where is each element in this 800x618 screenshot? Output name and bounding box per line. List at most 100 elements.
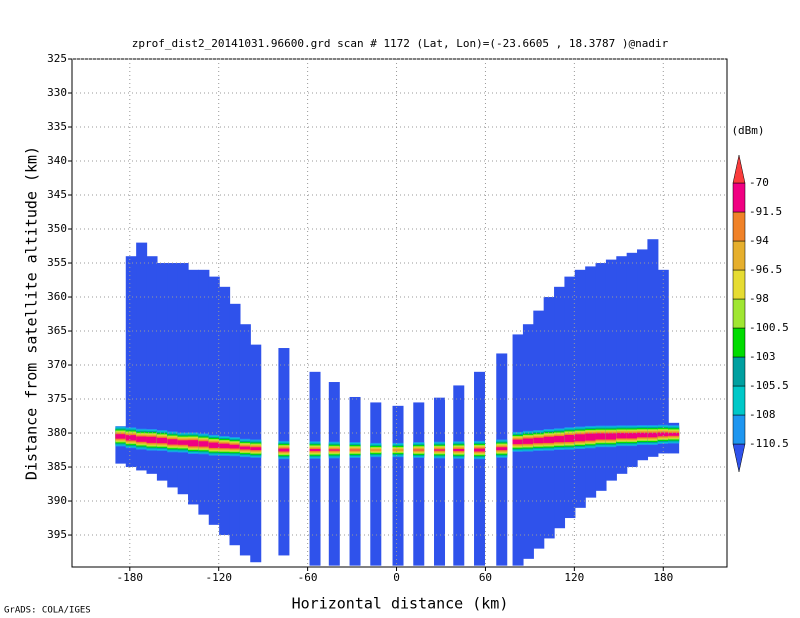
layer-band — [177, 440, 189, 445]
colorbar-tick-label: -110.5 — [749, 437, 789, 450]
y-tick-label: 330 — [47, 86, 67, 99]
layer-band — [370, 449, 382, 451]
colorbar-tick-label: -108 — [749, 408, 776, 421]
layer-band — [543, 436, 555, 443]
swath-column — [453, 385, 465, 566]
swath-column — [647, 239, 659, 457]
x-tick-label: -180 — [117, 571, 144, 584]
y-tick-label: 370 — [47, 358, 67, 371]
swath-column — [574, 269, 586, 508]
x-tick-label: 60 — [479, 571, 492, 584]
colorbar-tick-label: -96.5 — [749, 263, 782, 276]
swath-column — [657, 269, 669, 454]
layer-band — [657, 432, 669, 437]
colorbar-tick-label: -70 — [749, 176, 769, 189]
y-tick-label: 360 — [47, 290, 67, 303]
colorbar-segment — [732, 298, 746, 329]
layer-band — [616, 433, 628, 439]
swath-column — [177, 263, 189, 495]
colorbar-triangle — [732, 443, 746, 473]
layer-band — [533, 437, 545, 444]
colorbar-tick-label: -100.5 — [749, 321, 789, 334]
swath-column — [626, 252, 638, 468]
colorbar-tick-label: -94 — [749, 234, 769, 247]
swath-column — [543, 297, 555, 539]
colorbar-tick-label: -98 — [749, 292, 769, 305]
swath-column — [229, 303, 241, 546]
swath-column — [219, 286, 231, 536]
y-tick-label: 395 — [47, 528, 67, 541]
x-tick-label: -120 — [205, 571, 232, 584]
swath-column — [585, 266, 597, 498]
swath-column — [167, 263, 179, 488]
x-tick-label: 0 — [393, 571, 400, 584]
swath-column — [198, 269, 210, 515]
colorbar-tick-label: -91.5 — [749, 205, 782, 218]
layer-band — [115, 434, 127, 439]
layer-band — [474, 448, 486, 452]
swath-column — [413, 402, 425, 566]
colorbar-segment — [732, 327, 746, 358]
layer-band — [328, 449, 340, 451]
swath-column — [595, 263, 607, 491]
y-tick-label: 385 — [47, 460, 67, 473]
swath-column — [605, 259, 617, 481]
chart-title: zprof_dist2_20141031.96600.grd scan # 11… — [132, 37, 669, 50]
swath-column — [392, 405, 404, 566]
layer-band — [564, 435, 576, 442]
swath-column — [208, 276, 220, 525]
layer-band — [167, 439, 179, 445]
y-axis-label: Distance from satellite altitude (km) — [23, 146, 41, 480]
x-axis-label: Horizontal distance (km) — [292, 595, 509, 613]
swath-column — [370, 402, 382, 566]
layer-band — [496, 447, 508, 451]
colorbar-segment — [732, 211, 746, 242]
y-tick-label: 340 — [47, 154, 67, 167]
layer-band — [188, 440, 200, 447]
swath-column — [125, 256, 137, 468]
y-tick-label: 375 — [47, 392, 67, 405]
y-tick-label: 355 — [47, 256, 67, 269]
swath-column — [496, 353, 508, 566]
footer: GrADS: COLA/IGES — [4, 606, 91, 616]
swath-column — [328, 382, 340, 566]
layer-band — [392, 449, 404, 451]
x-tick-label: 180 — [653, 571, 673, 584]
layer-band — [278, 448, 290, 452]
swath-column — [309, 371, 321, 566]
colorbar-segment — [732, 385, 746, 416]
y-tick-label: 365 — [47, 324, 67, 337]
colorbar-label: (dBm) — [731, 124, 764, 137]
layer-band — [453, 449, 465, 452]
layer-band — [229, 444, 241, 449]
plot-area — [115, 239, 680, 566]
layer-band — [239, 446, 251, 450]
layer-band — [668, 432, 680, 436]
colorbar-segment — [732, 240, 746, 271]
colorbar-tick-label: -103 — [749, 350, 776, 363]
layer-band — [574, 434, 586, 442]
swath-column — [349, 396, 361, 566]
y-tick-label: 350 — [47, 222, 67, 235]
swath-column — [616, 256, 628, 474]
swath-column — [554, 286, 566, 529]
layer-band — [605, 433, 617, 440]
swath-column — [188, 269, 200, 505]
swath-column — [156, 263, 168, 481]
plot-frame — [71, 58, 728, 568]
layer-band — [626, 433, 638, 439]
layer-band — [585, 433, 597, 441]
layer-band — [554, 436, 566, 443]
y-tick-label: 345 — [47, 188, 67, 201]
colorbar-triangle — [732, 154, 746, 184]
layer-band — [595, 433, 607, 440]
colorbar-segment — [732, 269, 746, 300]
layer-band — [156, 437, 168, 444]
y-tick-label: 390 — [47, 494, 67, 507]
colorbar-segment — [732, 182, 746, 213]
layer-band — [309, 449, 321, 452]
swath-column — [637, 249, 649, 461]
y-tick-label: 325 — [47, 52, 67, 65]
swath-column — [474, 371, 486, 566]
